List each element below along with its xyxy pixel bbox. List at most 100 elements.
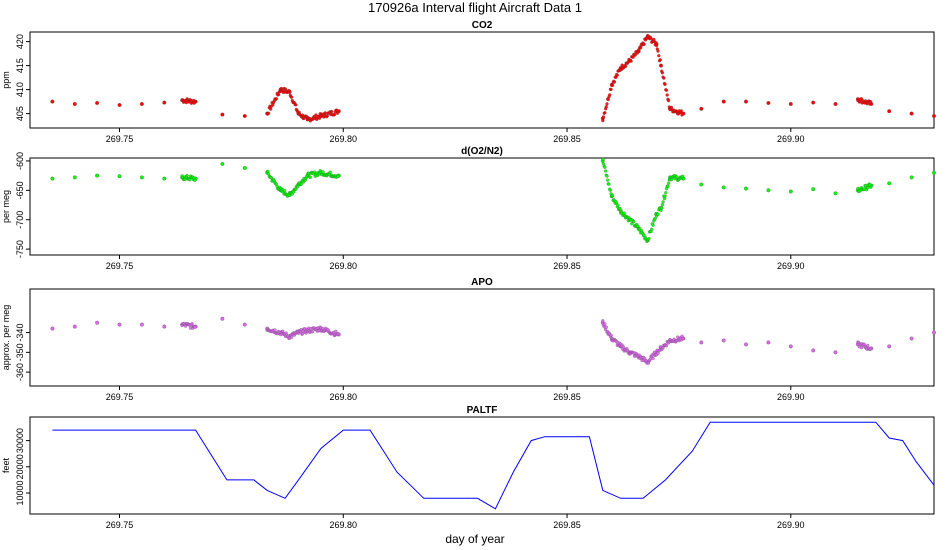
panel-title: APO	[471, 277, 493, 288]
data-point	[190, 322, 194, 326]
data-point	[811, 100, 816, 105]
data-point	[615, 73, 619, 77]
x-tick-label: 269.75	[106, 520, 134, 530]
x-tick-label: 269.80	[330, 134, 358, 144]
panel-title: CO2	[472, 20, 493, 31]
data-point	[660, 203, 665, 207]
data-point	[721, 99, 726, 104]
data-point	[50, 326, 55, 331]
data-point	[50, 176, 55, 181]
data-point	[656, 49, 660, 53]
data-point	[139, 175, 144, 180]
data-point	[811, 348, 816, 353]
data-point	[95, 173, 100, 178]
data-point	[699, 182, 704, 187]
data-point	[659, 63, 663, 68]
panel-title: PALTF	[467, 405, 498, 416]
data-point	[721, 185, 726, 190]
data-point	[833, 191, 838, 196]
data-point	[661, 200, 665, 204]
y-tick-label: 415	[15, 58, 25, 73]
data-point	[616, 203, 620, 207]
data-point	[622, 211, 626, 215]
plot-frame	[29, 157, 935, 256]
data-point	[139, 322, 144, 327]
data-point	[909, 336, 914, 341]
data-point	[336, 331, 340, 336]
data-point	[193, 99, 197, 103]
data-point	[72, 102, 77, 106]
data-point	[287, 89, 292, 93]
data-point	[632, 220, 636, 224]
data-point	[932, 170, 936, 175]
data-point	[336, 174, 340, 179]
data-point	[675, 175, 679, 179]
data-point	[811, 187, 816, 192]
data-point	[328, 170, 332, 174]
data-point	[662, 76, 666, 80]
y-tick-label: 410	[15, 82, 25, 97]
data-point	[95, 320, 100, 325]
data-point	[610, 193, 615, 198]
data-point	[681, 337, 685, 341]
data-point	[664, 88, 669, 92]
data-point	[909, 175, 914, 180]
plot-frame	[29, 288, 935, 387]
data-point	[932, 330, 936, 335]
data-point	[605, 102, 609, 106]
data-point	[604, 105, 608, 109]
y-tick-label: -750	[15, 240, 25, 258]
y-tick-label: 10000	[15, 481, 25, 506]
data-point	[289, 335, 294, 339]
y-tick-label: -650	[15, 181, 25, 199]
data-point	[287, 193, 291, 198]
data-point	[788, 189, 793, 194]
data-point	[657, 54, 661, 58]
data-point	[612, 80, 617, 84]
panel-title: d(O2/N2)	[461, 146, 503, 157]
y-tick-label: -340	[15, 324, 25, 342]
data-point	[656, 212, 660, 216]
data-point	[601, 157, 605, 162]
data-point	[868, 185, 873, 189]
data-point	[654, 40, 658, 45]
x-axis-label: day of year	[445, 532, 504, 546]
data-point	[618, 206, 622, 211]
y-axis-label: approx. per meg	[1, 305, 11, 371]
data-point	[744, 99, 748, 104]
data-point	[605, 174, 609, 178]
data-point	[299, 182, 303, 186]
data-point	[699, 340, 704, 345]
data-point	[609, 333, 613, 337]
data-point	[621, 345, 626, 349]
data-point	[658, 58, 662, 62]
y-tick-label: 405	[15, 106, 25, 121]
data-point	[664, 344, 669, 348]
x-tick-label: 269.90	[777, 134, 805, 144]
data-point	[334, 329, 338, 334]
data-point	[887, 109, 892, 114]
data-point	[220, 161, 225, 166]
data-point	[636, 224, 640, 228]
data-point	[866, 186, 870, 190]
y-tick-label: -700	[15, 211, 25, 229]
data-point	[604, 325, 608, 329]
x-tick-label: 269.75	[106, 392, 134, 402]
data-point	[601, 319, 605, 323]
data-point	[220, 316, 225, 321]
data-point	[242, 114, 247, 118]
y-tick-label: -350	[15, 343, 25, 361]
data-point	[606, 97, 610, 102]
data-point	[336, 109, 340, 114]
data-point	[664, 191, 668, 195]
x-tick-label: 269.85	[553, 261, 581, 271]
data-point	[609, 87, 613, 92]
x-tick-label: 269.80	[330, 392, 358, 402]
data-point	[72, 175, 77, 180]
data-point	[321, 170, 325, 174]
data-point	[651, 223, 655, 227]
panel-2: d(O2/N2) 269.75 269.80 269.85 269.90 -600 -650…	[1, 146, 936, 271]
data-point	[932, 114, 936, 118]
data-point	[663, 194, 667, 198]
data-point	[766, 340, 771, 345]
